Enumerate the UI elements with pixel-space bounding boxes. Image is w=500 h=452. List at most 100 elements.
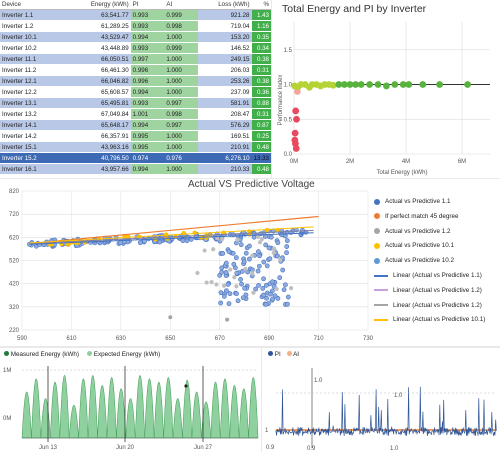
pi-ai-line-panel: PI AI 1 1.0 0.9 0.9 1.0 1.0 — [262, 348, 500, 452]
data-point — [260, 286, 266, 291]
legend-item[interactable]: Actual vs Predictive 1.2 — [374, 228, 450, 235]
table-row[interactable]: Inverter 16.1 43,957.66 0.994 1.000 210.33 0.… — [0, 163, 271, 175]
table-row[interactable]: Inverter 1.2 61,289.25 0.993 0.998 719.04 1.1… — [0, 20, 271, 32]
y-tick-label: 720 — [9, 212, 20, 218]
data-point — [259, 237, 265, 242]
area-segment — [219, 378, 230, 439]
legend-label: Actual vs Predictive 1.1 — [385, 198, 451, 205]
legend-item[interactable]: Actual vs Predictive 1.1 — [374, 198, 450, 205]
cell-loss: 146.52 — [198, 42, 252, 54]
table-row[interactable]: Inverter 13.2 67,049.84 1.001 0.998 208.47 0.… — [0, 108, 271, 120]
table-row[interactable]: Inverter 11.2 66,461.30 0.996 1.000 206.03 0.… — [0, 64, 271, 76]
table-row[interactable]: Inverter 13.1 65,495.81 0.993 0.997 581.91 0.… — [0, 97, 271, 109]
table-header-row: Device Energy (kWh) PI AI Loss (kWh) % — [0, 0, 271, 10]
data-point — [233, 255, 239, 261]
table-row[interactable]: Inverter 12.2 65,608.57 0.994 1.000 237.09 0.… — [0, 86, 271, 98]
table-row[interactable]: Inverter 1.1 63,541.77 0.993 0.999 921.28 1.4… — [0, 9, 271, 21]
table-row[interactable]: Inverter 12.1 66,046.82 0.996 1.000 253.26 0.… — [0, 75, 271, 87]
data-point — [225, 317, 230, 322]
cell-device: Inverter 12.1 — [0, 75, 72, 87]
legend-pi[interactable]: PI — [268, 351, 281, 358]
data-point — [289, 286, 294, 291]
data-point — [285, 294, 291, 300]
data-point — [234, 291, 239, 297]
legend-item[interactable]: Linear (Actual vs Predictive 1.2) — [374, 302, 482, 309]
cell-loss: 576.29 — [198, 119, 252, 131]
col-energy-header[interactable]: Energy (kWh) — [71, 0, 131, 10]
table-row[interactable]: Inverter 11.1 66,050.51 0.997 1.000 249.15 0.… — [0, 53, 271, 65]
data-point — [436, 81, 443, 88]
y-tick-label: 1 — [265, 428, 269, 434]
voltage-scatter-panel: Actual VS Predictive Voltage 220 320 420 52… — [0, 179, 500, 346]
x-tick-label: Jun 20 — [116, 445, 135, 451]
data-point — [226, 249, 232, 254]
cell-pi: 0.996 — [130, 64, 165, 76]
cell-energy: 63,541.77 — [71, 9, 131, 21]
legend-item[interactable]: Actual vs Predictive 10.2 — [374, 257, 454, 264]
pi-legend: PI AI — [268, 351, 299, 358]
area-segment — [78, 378, 89, 439]
area-segment — [229, 385, 240, 439]
area-segment — [191, 391, 202, 439]
cell-ai: 1.000 — [164, 64, 199, 76]
cell-energy: 66,461.30 — [71, 64, 131, 76]
table-row[interactable]: Inverter 14.2 66,357.91 0.995 1.000 169.51 0.… — [0, 130, 271, 142]
legend-item[interactable]: Linear (Actual vs Predictive 1.2) — [374, 287, 482, 294]
cell-pi: 0.994 — [130, 31, 165, 43]
table-row[interactable]: Inverter 10.1 43,529.47 0.994 1.000 153.20 0.… — [0, 31, 271, 43]
legend-measured[interactable]: Measured Energy (kWh) — [4, 351, 79, 358]
data-point — [234, 284, 239, 289]
legend-ai[interactable]: AI — [286, 351, 299, 358]
data-point — [164, 232, 169, 237]
trend-line — [29, 232, 314, 245]
data-point — [284, 238, 290, 244]
area-segment — [163, 377, 174, 439]
cell-pct: 13.33 — [251, 152, 271, 164]
col-pct-header[interactable]: % — [251, 0, 271, 10]
data-point — [279, 232, 285, 238]
cell-ai: 0.976 — [164, 152, 199, 164]
table-row[interactable]: Inverter 10.2 43,448.89 0.993 0.999 146.52 0.… — [0, 42, 271, 54]
data-point — [280, 267, 286, 273]
legend-item[interactable]: If perfect match 45 degree — [374, 213, 459, 220]
legend-item[interactable]: Linear (Actual vs Predictive 10.1) — [374, 316, 485, 323]
cell-energy: 43,957.66 — [71, 163, 131, 175]
cell-loss: 208.47 — [198, 108, 252, 120]
legend-expected[interactable]: Expected Energy (kWh) — [87, 351, 160, 358]
data-point — [278, 257, 283, 263]
data-point — [223, 260, 229, 266]
legend-label: Linear (Actual vs Predictive 1.2) — [393, 286, 482, 294]
cell-energy: 65,648.17 — [71, 119, 131, 131]
data-point — [374, 81, 382, 88]
table-row[interactable]: Inverter 14.1 65,648.17 0.994 0.997 576.29 0.… — [0, 119, 271, 131]
table-row[interactable]: Inverter 15.2 40,796.50 0.974 0.976 6,276.10… — [0, 152, 271, 164]
table-row[interactable]: Inverter 15.1 43,963.16 0.995 1.000 210.91 0.… — [0, 141, 271, 153]
data-point — [366, 81, 373, 88]
legend-item[interactable]: Linear (Actual vs Predictive 1.1) — [374, 272, 482, 279]
y-tick-label: 420 — [9, 282, 20, 288]
data-point — [125, 234, 130, 239]
data-point — [283, 282, 288, 288]
cell-pct: 1.43 — [251, 9, 271, 21]
data-point — [257, 253, 262, 259]
data-point — [224, 288, 229, 294]
legend-item[interactable]: Actual vs Predictive 10.1 — [374, 242, 454, 249]
col-loss-header[interactable]: Loss (kWh) — [198, 0, 252, 10]
data-point — [352, 81, 359, 88]
cell-energy: 66,357.91 — [71, 130, 131, 142]
area-segment — [238, 388, 249, 439]
legend-swatch — [374, 198, 380, 205]
data-point — [221, 294, 227, 299]
cell-ai: 1.000 — [164, 141, 199, 153]
data-point — [243, 250, 249, 256]
col-device-header[interactable]: Device — [0, 0, 72, 10]
col-pi-header[interactable]: PI — [130, 0, 165, 10]
data-point — [291, 129, 299, 137]
cell-pct: 0.38 — [251, 75, 271, 87]
col-ai-header[interactable]: AI — [164, 0, 199, 10]
cell-pct: 0.48 — [251, 141, 271, 153]
cell-ai: 0.998 — [164, 20, 199, 32]
data-point — [272, 246, 277, 251]
data-point — [168, 315, 173, 320]
legend-swatch — [374, 242, 380, 249]
